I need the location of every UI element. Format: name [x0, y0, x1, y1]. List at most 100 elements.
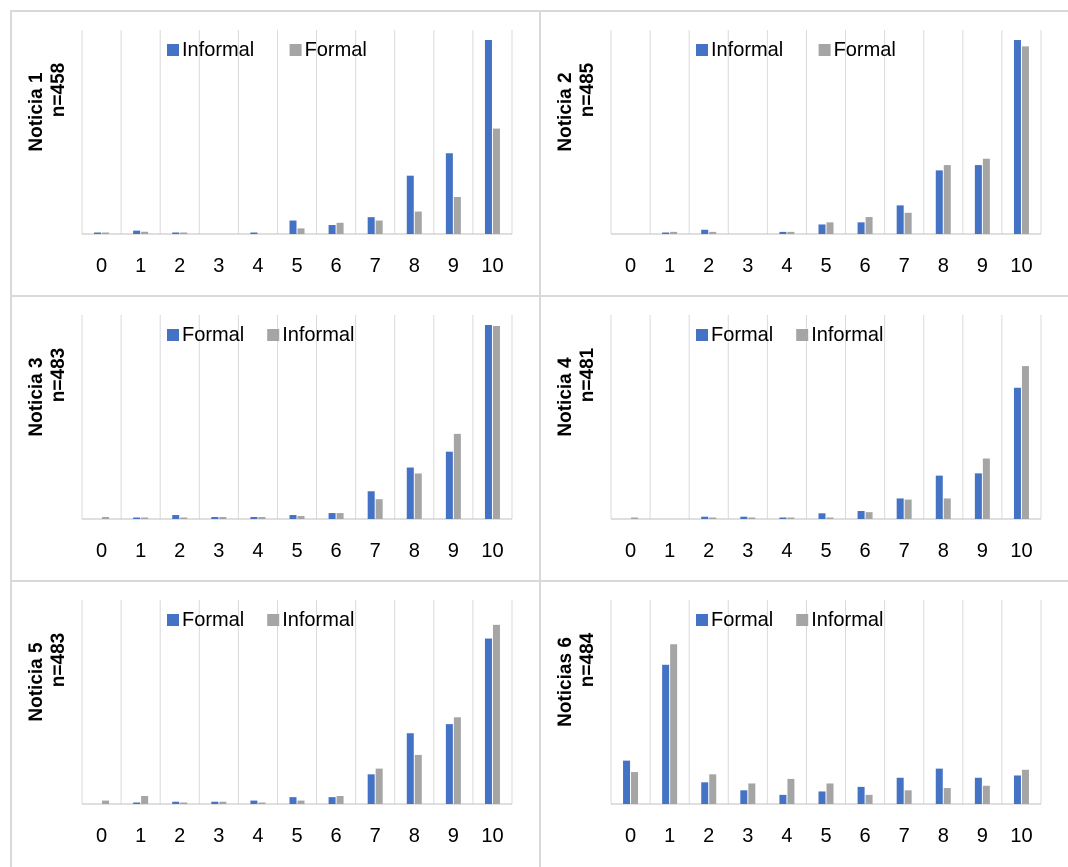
- bar-informal-2: [709, 774, 717, 804]
- legend-swatch-informal: [267, 614, 280, 626]
- bar-informal-0: [631, 772, 639, 804]
- x-tick-label: 3: [213, 255, 224, 277]
- bar-formal-10: [484, 325, 492, 519]
- legend-label-formal: Formal: [182, 609, 244, 631]
- bar-informal-8: [414, 473, 422, 519]
- chart-title-line2: n=483: [48, 348, 69, 402]
- legend-label-informal: Informal: [282, 609, 354, 631]
- x-tick-label: 4: [781, 825, 792, 847]
- legend-label-informal: Informal: [811, 324, 883, 346]
- bar-informal-0: [102, 517, 110, 519]
- x-tick-label: 4: [252, 825, 263, 847]
- chart-title: Noticia 4 n=481: [555, 347, 598, 436]
- chart-panel-1: 0 1 2 3 4 5 6 7 8 9 10 Informal Formal Noticia 1 n=458: [12, 12, 539, 295]
- legend-swatch-informal: [796, 329, 809, 341]
- x-tick-label: 9: [977, 825, 988, 847]
- legend-label-formal: Formal: [711, 609, 773, 631]
- bar-informal-5: [818, 224, 826, 234]
- bar-formal-6: [857, 511, 865, 519]
- chart-title-line2: n=458: [48, 63, 69, 117]
- bar-informal-5: [826, 517, 834, 519]
- bar-informal-4: [258, 517, 266, 519]
- chart-panel-3: 0 1 2 3 4 5 6 7 8 9 10 Formal Informal Noticia 3 n=483: [12, 297, 539, 580]
- chart-title: Noticia 3 n=483: [26, 348, 69, 437]
- chart-svg: 0 1 2 3 4 5 6 7 8 9 10 Formal Informal Noticias 6 n=48…: [555, 600, 1042, 847]
- bar-informal-1: [670, 644, 678, 804]
- bar-formal-5: [297, 228, 305, 234]
- chart-title-line2: n=484: [577, 632, 598, 687]
- legend-swatch-informal: [267, 329, 280, 341]
- x-tick-label: 5: [291, 540, 302, 562]
- bar-formal-1: [133, 802, 141, 804]
- x-tick-label: 1: [664, 255, 675, 277]
- chart-title-line1: Noticia 4: [555, 357, 576, 437]
- bar-informal-9: [453, 433, 461, 519]
- legend-swatch-formal: [289, 44, 302, 56]
- bar-formal-6: [857, 786, 865, 804]
- x-tick-label: 7: [899, 540, 910, 562]
- x-tick-label: 3: [742, 540, 753, 562]
- bar-formal-0: [623, 760, 631, 804]
- x-tick-label: 0: [96, 255, 107, 277]
- x-tick-label: 10: [1010, 255, 1032, 277]
- x-tick-label: 5: [820, 540, 831, 562]
- bar-formal-3: [740, 790, 748, 804]
- legend-swatch-formal: [696, 329, 708, 341]
- bar-informal-4: [258, 802, 266, 804]
- bar-formal-7: [367, 491, 375, 519]
- bar-informal-4: [787, 778, 795, 804]
- bar-formal-1: [133, 517, 141, 519]
- legend-swatch-formal: [696, 614, 708, 626]
- x-tick-label: 1: [135, 540, 146, 562]
- bar-informal-5: [297, 800, 305, 804]
- x-tick-label: 6: [860, 540, 871, 562]
- bar-formal-10: [1013, 775, 1021, 804]
- bar-formal-6: [865, 217, 873, 234]
- bar-informal-6: [336, 513, 344, 519]
- bar-formal-8: [414, 211, 422, 234]
- bar-formal-1: [670, 231, 678, 234]
- bar-informal-8: [414, 754, 422, 804]
- x-tick-label: 8: [938, 540, 949, 562]
- bar-informal-8: [406, 175, 414, 234]
- x-tick-label: 2: [703, 540, 714, 562]
- bar-informal-1: [141, 796, 149, 804]
- grid-line-left: [10, 10, 12, 867]
- x-tick-label: 9: [448, 825, 459, 847]
- bar-informal-0: [94, 232, 102, 234]
- legend-label-informal: Informal: [711, 39, 783, 61]
- bar-formal-4: [779, 794, 787, 804]
- x-tick-label: 10: [481, 825, 503, 847]
- x-tick-label: 9: [448, 540, 459, 562]
- bar-formal-7: [896, 777, 904, 804]
- bar-informal-10: [1021, 769, 1029, 804]
- bar-informal-2: [172, 232, 180, 234]
- bar-informal-6: [857, 222, 865, 234]
- chart-title-line1: Noticia 3: [26, 357, 47, 436]
- x-tick-label: 1: [664, 825, 675, 847]
- x-tick-label: 1: [135, 825, 146, 847]
- x-tick-label: 8: [409, 540, 420, 562]
- x-tick-label: 7: [899, 825, 910, 847]
- bar-informal-4: [787, 517, 795, 519]
- bar-formal-6: [328, 513, 336, 519]
- bar-formal-3: [211, 517, 219, 519]
- x-tick-label: 9: [977, 255, 988, 277]
- legend-swatch-formal: [167, 329, 179, 341]
- legend: Formal Informal: [167, 609, 354, 631]
- chart-svg: 0 1 2 3 4 5 6 7 8 9 10 Informal Formal Noticia 2 n=485: [555, 30, 1042, 277]
- legend-label-informal: Informal: [182, 39, 254, 61]
- x-tick-label: 2: [703, 255, 714, 277]
- bar-informal-6: [336, 796, 344, 804]
- x-tick-label: 4: [252, 255, 263, 277]
- bar-informal-1: [141, 517, 149, 519]
- chart-title-line2: n=485: [577, 62, 598, 117]
- bar-informal-0: [102, 800, 110, 804]
- x-tick-label: 3: [213, 825, 224, 847]
- bar-informal-3: [219, 517, 227, 519]
- bar-informal-7: [375, 499, 383, 519]
- x-tick-label: 3: [742, 255, 753, 277]
- x-tick-label: 6: [331, 255, 342, 277]
- x-tick-label: 3: [213, 540, 224, 562]
